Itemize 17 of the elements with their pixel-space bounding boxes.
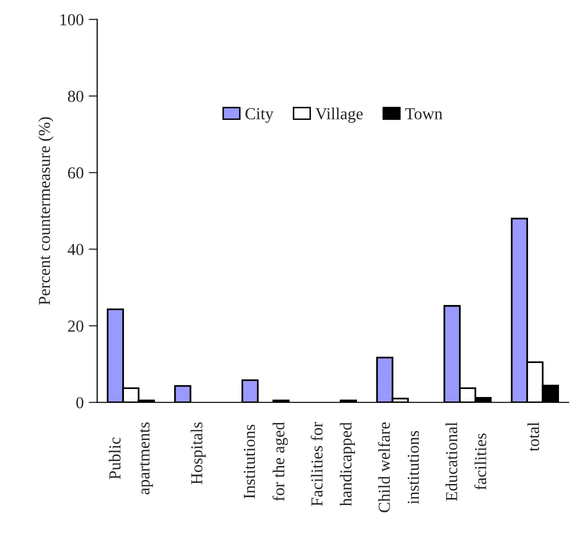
x-tick-label: Institutions for the aged	[244, 422, 288, 501]
legend-label: City	[246, 108, 274, 123]
x-tick-label: Facilities for handicapped	[310, 422, 355, 506]
y-tick-label: 60	[68, 167, 84, 179]
y-tick-label: 80	[68, 90, 84, 102]
y-tick-label: 100	[60, 14, 84, 26]
x-tick-label: Hospitals	[190, 422, 206, 484]
x-tick-label: Child welfare institutions	[378, 422, 419, 512]
y-tick-label: 40	[68, 244, 84, 256]
y-tick-label: 20	[68, 320, 84, 332]
x-tick-label: Educational facilities	[446, 422, 486, 501]
x-tick-label: total	[527, 422, 540, 452]
legend-label: Town	[405, 108, 442, 120]
legend-label: Village	[315, 108, 363, 123]
y-tick-label: 0	[76, 397, 84, 408]
y-axis-title: Percent countermeasure (%)	[38, 117, 54, 305]
x-tick-label: Public apartments	[108, 422, 153, 494]
